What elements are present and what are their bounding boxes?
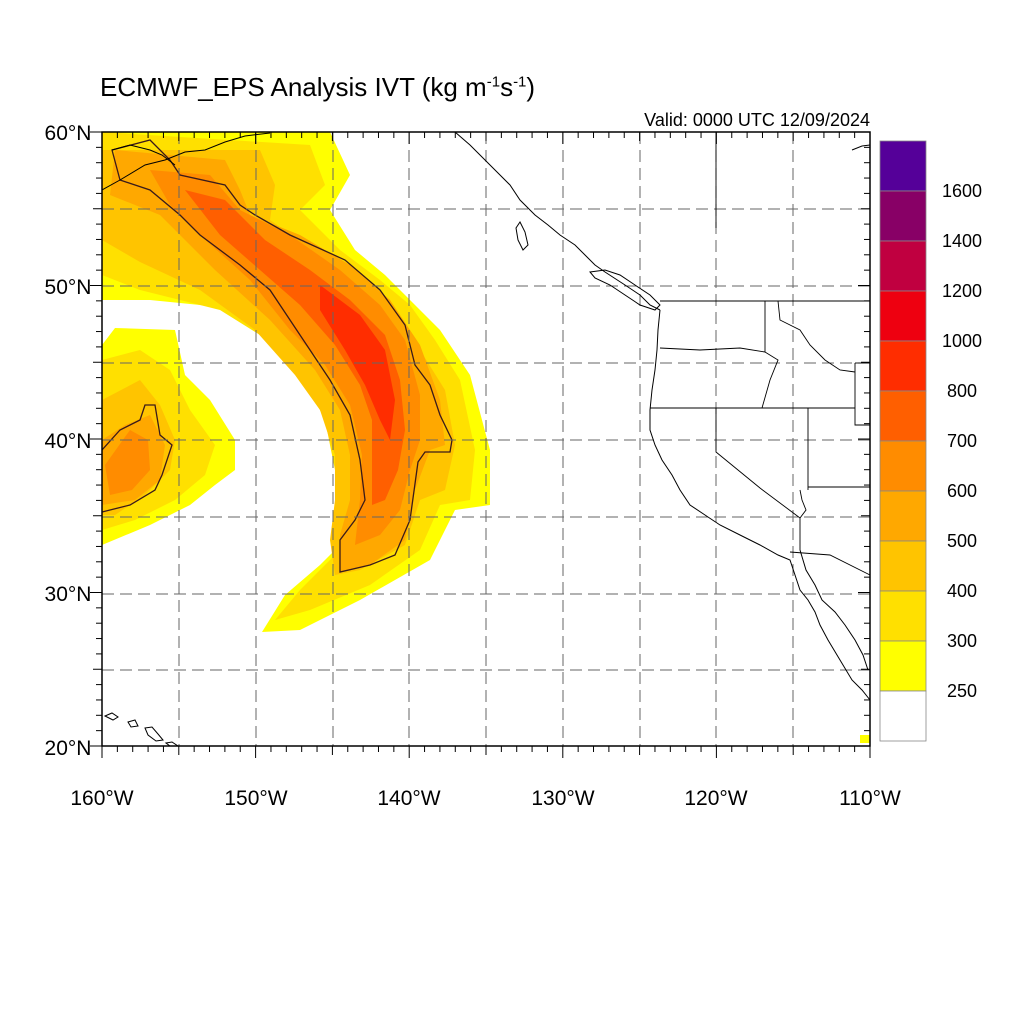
lat-axis: 20°N 30°N 40°N 50°N 60°N bbox=[45, 122, 92, 760]
axis-ticks bbox=[90, 131, 871, 758]
map-title: ECMWF_EPS Analysis IVT (kg m-1s-1) bbox=[100, 72, 536, 102]
colorbar-swatch bbox=[879, 390, 927, 442]
alaska-coast bbox=[102, 132, 271, 191]
border-ca-nv bbox=[715, 408, 801, 519]
us-west-coast bbox=[649, 309, 870, 701]
lon-axis: 160°W 150°W 140°W 130°W 120°W 110°W bbox=[70, 787, 901, 810]
lat-label-40: 40°N bbox=[45, 430, 92, 453]
state-borders bbox=[650, 132, 871, 576]
colorbar-swatch bbox=[879, 490, 927, 542]
ivt-corner-pixel bbox=[860, 735, 870, 743]
colorbar: 1600 1400 1200 1000 800 700 600 500 400 300 250 bbox=[879, 140, 982, 742]
border-wa-or bbox=[659, 347, 766, 353]
lat-label-60: 60°N bbox=[45, 122, 92, 145]
colorbar-swatch bbox=[879, 590, 927, 642]
vancouver-island bbox=[589, 269, 661, 311]
map-grid bbox=[102, 132, 870, 746]
colorbar-swatch bbox=[879, 540, 927, 592]
colorbar-swatch bbox=[879, 240, 927, 292]
colorbar-swatch bbox=[879, 140, 927, 192]
baja-gulf-coast bbox=[799, 549, 869, 671]
lon-label-130w: 130°W bbox=[531, 787, 594, 810]
ivt-blob-west-peak bbox=[105, 430, 150, 495]
border-az-ca bbox=[799, 489, 807, 550]
hudson-coast-ne bbox=[851, 144, 870, 151]
alaska-peninsula bbox=[111, 144, 176, 166]
border-id-mt bbox=[777, 300, 856, 373]
bc-alaska-coast bbox=[454, 132, 661, 311]
colorbar-label: 250 bbox=[947, 681, 977, 701]
colorbar-label: 1400 bbox=[942, 231, 982, 251]
colorbar-label: 1600 bbox=[942, 181, 982, 201]
colorbar-swatch bbox=[879, 690, 927, 742]
border-wy bbox=[854, 363, 870, 426]
colorbar-swatch bbox=[879, 340, 927, 392]
lon-label-120w: 120°W bbox=[684, 787, 747, 810]
valid-time: Valid: 0000 UTC 12/09/2024 bbox=[644, 110, 870, 130]
colorbar-label: 800 bbox=[947, 381, 977, 401]
border-us-mexico bbox=[789, 551, 871, 576]
lat-label-30: 30°N bbox=[45, 583, 92, 606]
lon-label-150w: 150°W bbox=[224, 787, 287, 810]
lat-label-50: 50°N bbox=[45, 276, 92, 299]
contour-west bbox=[102, 404, 173, 513]
lon-label-110w: 110°W bbox=[839, 787, 901, 810]
colorbar-label: 1200 bbox=[942, 281, 982, 301]
colorbar-label: 600 bbox=[947, 481, 977, 501]
lon-label-140w: 140°W bbox=[377, 787, 440, 810]
colorbar-label: 300 bbox=[947, 631, 977, 651]
colorbar-swatch bbox=[879, 640, 927, 692]
coastline bbox=[102, 132, 870, 746]
colorbar-swatch bbox=[879, 190, 927, 242]
hawaii-islands bbox=[103, 712, 179, 746]
ivt-shading bbox=[102, 132, 870, 743]
colorbar-label: 400 bbox=[947, 581, 977, 601]
colorbar-swatch bbox=[879, 440, 927, 492]
border-or-id bbox=[761, 351, 779, 409]
lat-label-20: 20°N bbox=[45, 737, 92, 760]
colorbar-label: 1000 bbox=[942, 331, 982, 351]
lon-label-160w: 160°W bbox=[70, 787, 133, 810]
colorbar-swatch bbox=[879, 290, 927, 342]
haida-gwaii bbox=[515, 221, 529, 251]
colorbar-label: 700 bbox=[947, 431, 977, 451]
colorbar-label: 500 bbox=[947, 531, 977, 551]
